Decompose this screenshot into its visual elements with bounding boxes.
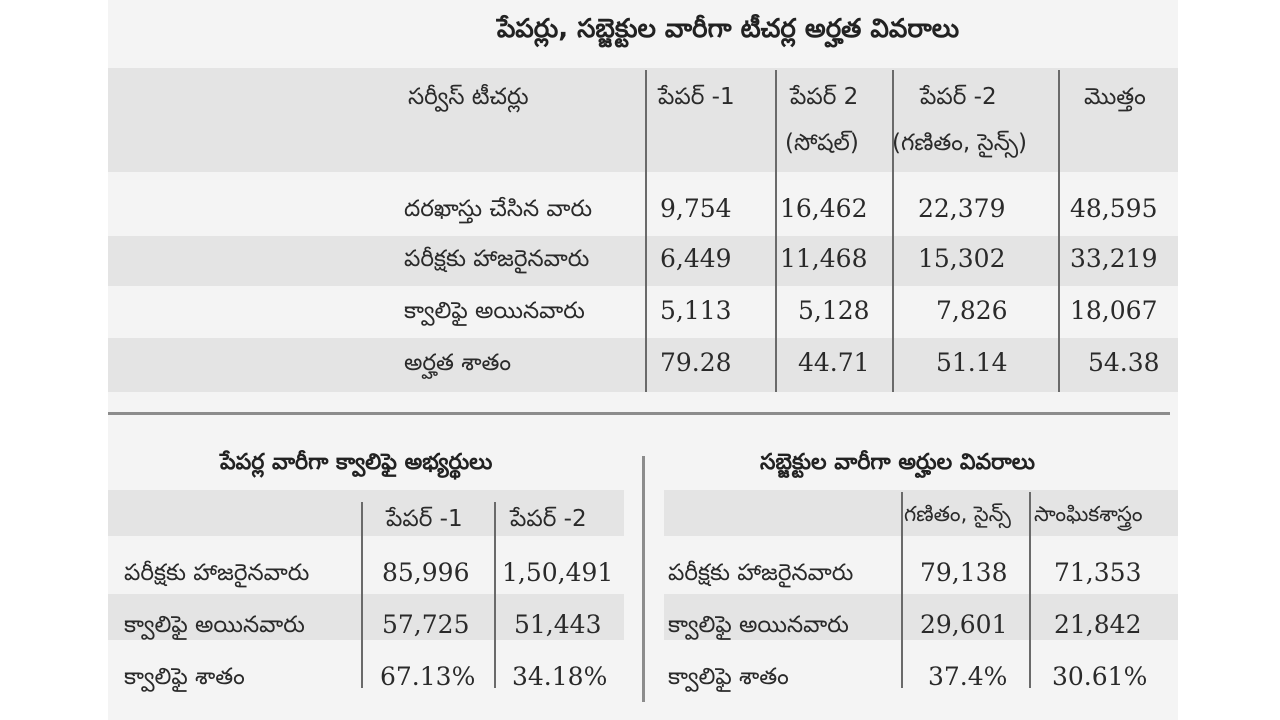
main-row-band-4 <box>108 338 1178 392</box>
left-header-band <box>108 490 624 536</box>
right-row-label: క్వాలిఫై అయినవారు <box>668 612 849 638</box>
main-row-label: అర్హత శాతం <box>404 350 512 376</box>
right-col-header-math-science: గణితం, సైన్స్ <box>904 502 1011 526</box>
center-divider <box>642 456 645 702</box>
left-col-divider <box>494 502 496 688</box>
main-col-divider <box>1058 70 1060 392</box>
main-col-divider <box>645 70 647 392</box>
right-cell: 29,601 <box>920 610 1008 639</box>
main-cell: 22,379 <box>918 194 1006 223</box>
main-cell: 48,595 <box>1070 194 1158 223</box>
main-row-label: పరీక్షకు హాజరైనవారు <box>404 246 590 272</box>
main-cell: 11,468 <box>780 244 868 273</box>
left-cell: 51,443 <box>514 610 602 639</box>
left-col-divider <box>361 502 363 688</box>
main-cell: 16,462 <box>780 194 868 223</box>
main-row-label: దరఖాస్తు చేసిన వారు <box>404 196 593 222</box>
left-cell: 67.13% <box>380 662 476 691</box>
right-cell: 21,842 <box>1054 610 1142 639</box>
left-table-title: పేపర్ల వారీగా క్వాలిఫై అభ్యర్థులు <box>220 450 493 475</box>
left-row-label: క్వాలిఫై అయినవారు <box>124 612 305 638</box>
left-row-label: క్వాలిఫై శాతం <box>124 664 245 690</box>
main-cell: 79.28 <box>660 348 732 377</box>
main-header-band <box>108 68 1178 172</box>
right-cell: 30.61% <box>1052 662 1148 691</box>
left-row-band-2 <box>108 594 624 640</box>
main-cell: 7,826 <box>936 296 1008 325</box>
right-col-header-social-studies: సాంఘికశాస్త్రం <box>1034 502 1143 526</box>
main-col-divider <box>892 70 894 392</box>
main-cell: 33,219 <box>1070 244 1158 273</box>
main-cell: 54.38 <box>1088 348 1160 377</box>
table-page: పేపర్లు, సబ్జెక్టుల వారీగా టీచర్ల అర్హత … <box>108 0 1178 720</box>
right-margin <box>1178 0 1280 720</box>
main-corner-header: సర్వీస్ టీచర్లు <box>408 84 529 110</box>
main-cell: 9,754 <box>660 194 732 223</box>
main-cell: 51.14 <box>936 348 1008 377</box>
right-row-label: పరీక్షకు హాజరైనవారు <box>668 560 854 586</box>
right-row-band-2 <box>664 594 1178 640</box>
left-cell: 34.18% <box>512 662 608 691</box>
main-col-header-paper2-math-sub: (గణితం, సైన్స్) <box>892 130 1028 156</box>
left-row-label: పరీక్షకు హాజరైనవారు <box>124 560 310 586</box>
left-col-header-paper1: పేపర్ -1 <box>386 506 463 532</box>
right-cell: 37.4% <box>928 662 1008 691</box>
left-cell: 57,725 <box>382 610 470 639</box>
left-col-header-paper2: పేపర్ -2 <box>510 506 587 532</box>
main-col-header-paper1: పేపర్ -1 <box>658 84 735 110</box>
main-cell: 44.71 <box>798 348 870 377</box>
right-col-divider <box>901 492 903 688</box>
main-row-band-2 <box>108 236 1178 286</box>
right-row-label: క్వాలిఫై శాతం <box>668 664 789 690</box>
section-divider <box>108 412 1170 415</box>
main-col-header-paper2-social: పేపర్ 2 <box>790 84 859 110</box>
right-col-divider <box>1029 492 1031 688</box>
right-header-band <box>664 490 1178 536</box>
main-cell: 5,113 <box>660 296 732 325</box>
main-col-header-paper2-math: పేపర్ -2 <box>920 84 997 110</box>
right-cell: 71,353 <box>1054 558 1142 587</box>
main-cell: 15,302 <box>918 244 1006 273</box>
main-cell: 18,067 <box>1070 296 1158 325</box>
main-table-title: పేపర్లు, సబ్జెక్టుల వారీగా టీచర్ల అర్హత … <box>496 14 960 44</box>
main-col-header-paper2-social-sub: (సోషల్) <box>785 130 859 156</box>
main-col-divider <box>775 70 777 392</box>
left-cell: 85,996 <box>382 558 470 587</box>
main-row-label: క్వాలిఫై అయినవారు <box>404 298 585 324</box>
main-cell: 5,128 <box>798 296 870 325</box>
main-col-header-total: మొత్తం <box>1084 84 1146 110</box>
left-cell: 1,50,491 <box>502 558 614 587</box>
right-cell: 79,138 <box>920 558 1008 587</box>
main-cell: 6,449 <box>660 244 732 273</box>
right-table-title: సబ్జెక్టుల వారీగా అర్హుల వివరాలు <box>760 450 1035 475</box>
left-margin <box>0 0 108 720</box>
